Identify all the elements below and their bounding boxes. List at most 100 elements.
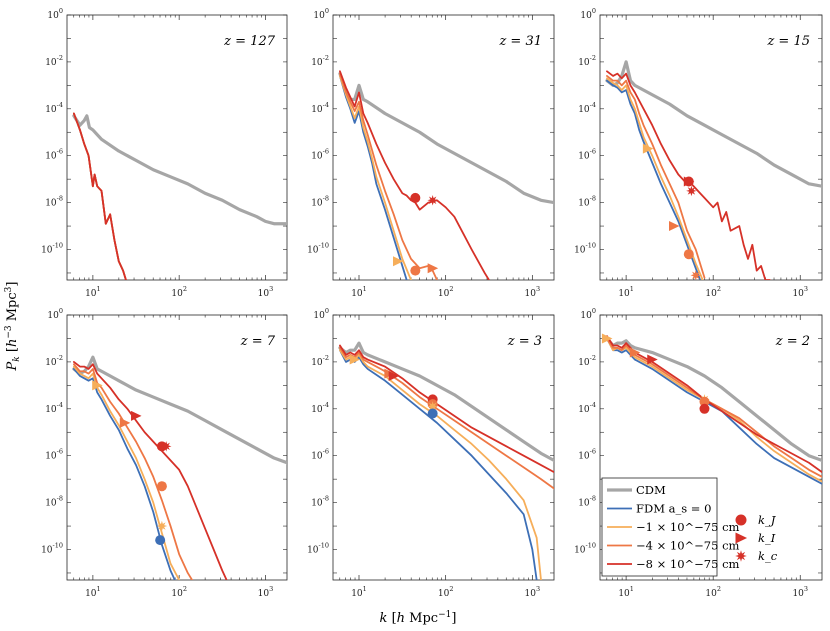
y-tick-label: 10-6 (311, 448, 329, 462)
legend-label-CDM: CDM (636, 483, 666, 497)
y-tick-label: 10-10 (574, 242, 596, 256)
y-tick-label: 10-4 (578, 101, 596, 115)
y-tick-label: 10-6 (578, 448, 596, 462)
x-tick-label: 101 (618, 285, 634, 299)
marker-star (686, 185, 697, 197)
series-line-m1 (73, 365, 181, 580)
y-tick-label: 100 (47, 307, 63, 321)
series-line-CDM (338, 341, 554, 462)
y-tick-label: 10-8 (311, 495, 329, 509)
y-tick-label: 10-6 (45, 448, 63, 462)
y-tick-label: 10-2 (45, 54, 63, 68)
legend-label-FDM: FDM a_s = 0 (636, 502, 711, 516)
y-tick-label: 100 (313, 307, 329, 321)
series-line-m8 (73, 112, 127, 280)
legend-marker-triangle (735, 532, 748, 544)
x-tick-label: 103 (792, 585, 808, 599)
redshift-label: z = 127 (223, 34, 276, 49)
series-group (338, 70, 554, 280)
marker-star (427, 195, 438, 206)
y-tick-label: 10-8 (45, 495, 63, 509)
marker-circle (410, 192, 421, 203)
series-group (72, 112, 287, 280)
marker-star (427, 401, 438, 412)
series-line-CDM (72, 114, 287, 226)
marker-triangle (393, 256, 404, 267)
x-tick-label: 103 (258, 585, 274, 599)
y-tick-label: 100 (580, 307, 596, 321)
marker-triangle (427, 263, 439, 274)
y-tick-label: 10-6 (45, 148, 63, 162)
marker-circle (156, 481, 167, 492)
y-tick-label: 10-4 (578, 401, 596, 415)
y-tick-label: 10-8 (578, 495, 596, 509)
x-tick-label: 102 (705, 585, 721, 599)
legend: CDM FDM a_s = 0 −1 × 10^−75 cm −4 × 10^−75 … (601, 477, 778, 577)
series-line-m8 (339, 344, 554, 474)
x-tick-label: 102 (171, 585, 187, 599)
marker-triangle (669, 221, 680, 232)
y-tick-label: 10-6 (311, 148, 329, 162)
series-line-m8 (606, 70, 771, 280)
y-tick-label: 100 (580, 7, 596, 21)
series-line-CDM (72, 355, 287, 465)
x-tick-label: 102 (171, 285, 187, 299)
plot-frame (332, 314, 555, 581)
panel-5: 101 102 103 100 10-2 10-4 10-6 10-8 10-10 z = 3 (307, 307, 555, 599)
panel-1: 101 102 103 100 10-2 10-4 10-6 10-8 10-10 z = 127 (41, 7, 288, 299)
panel-2: 101 102 103 100 10-2 10-4 10-6 10-8 10-10 z = 31 (307, 7, 555, 299)
panel-4: 101 102 103 100 10-2 10-4 10-6 10-8 10-10 z = 7 (41, 307, 288, 599)
y-tick-label: 10-8 (45, 195, 63, 209)
marker-triangle (131, 410, 142, 421)
marker-circle (699, 403, 710, 414)
y-tick-label: 10-8 (311, 195, 329, 209)
marker-triangle (629, 347, 641, 358)
panels: 101 102 103 100 10-2 10-4 10-6 10-8 10-10 z = 127… (41, 7, 823, 599)
series-line-CDM (338, 72, 554, 205)
legend-marker-label: k_I (758, 531, 776, 545)
marker-star (690, 270, 702, 280)
x-tick-label: 101 (351, 285, 367, 299)
marker-triangle (642, 143, 654, 154)
series-line-CDM (605, 336, 822, 462)
marker-circle (683, 249, 694, 260)
series-line-m8 (339, 70, 490, 280)
series-group (601, 333, 822, 485)
series-line-m8 (606, 335, 822, 474)
x-tick-label: 101 (351, 585, 367, 599)
marker-circle (410, 265, 421, 276)
y-tick-label: 10-10 (307, 242, 329, 256)
x-tick-label: 101 (85, 585, 101, 599)
y-tick-label: 10-8 (578, 195, 596, 209)
y-tick-label: 10-4 (45, 101, 63, 115)
marker-triangle (92, 380, 103, 391)
marker-triangle (647, 354, 658, 365)
legend-marker-label: k_J (758, 513, 777, 527)
x-tick-label: 102 (705, 285, 721, 299)
series-line-m4 (606, 337, 822, 478)
x-tick-label: 103 (258, 285, 274, 299)
plot-frame (599, 14, 823, 281)
series-group (72, 355, 287, 580)
y-tick-label: 10-10 (41, 542, 63, 556)
series-line-FDM (606, 79, 702, 280)
marker-star (160, 441, 172, 452)
redshift-label: z = 15 (766, 34, 810, 49)
series-line-m4 (339, 72, 438, 280)
legend-marker-star (735, 550, 747, 562)
y-tick-label: 10-4 (311, 401, 329, 415)
y-tick-label: 10-4 (311, 101, 329, 115)
x-tick-label: 103 (525, 285, 541, 299)
redshift-label: z = 31 (498, 34, 542, 49)
series-line-m1 (339, 75, 412, 280)
y-tick-label: 10-2 (311, 54, 329, 68)
y-tick-label: 10-2 (578, 54, 596, 68)
marker-circle (427, 408, 438, 419)
x-tick-label: 101 (85, 285, 101, 299)
y-tick-label: 10-4 (45, 401, 63, 415)
marker-triangle (119, 417, 131, 428)
x-tick-label: 101 (618, 585, 634, 599)
y-tick-label: 10-10 (41, 242, 63, 256)
y-tick-label: 100 (313, 7, 329, 21)
